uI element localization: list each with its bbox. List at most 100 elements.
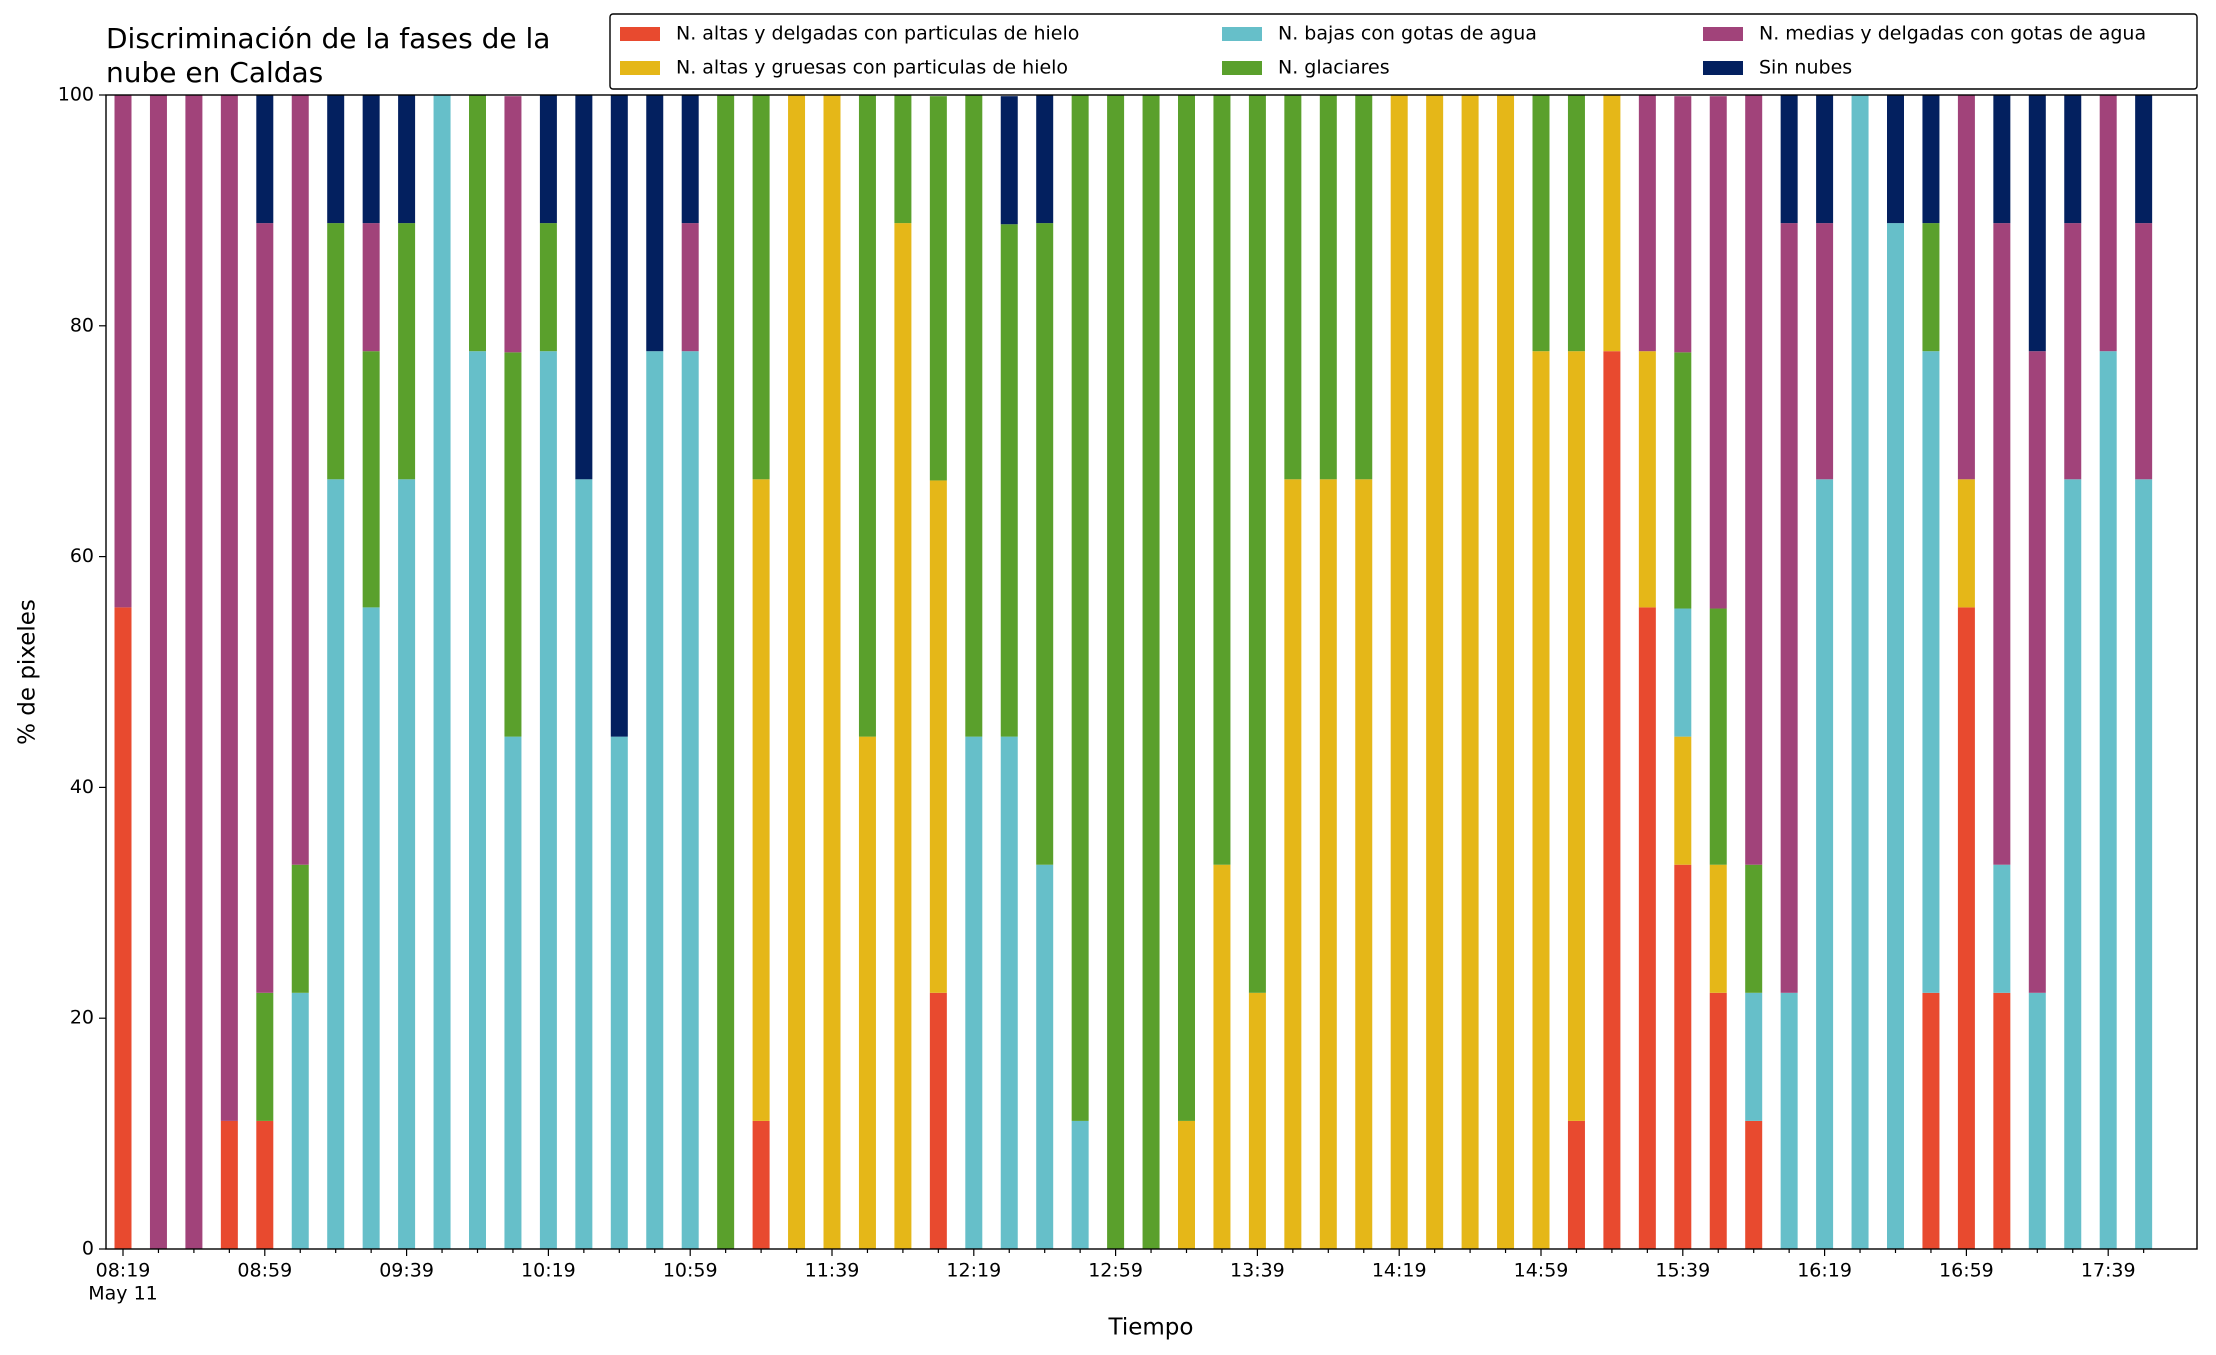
legend-swatch [1222, 61, 1262, 75]
bar-segment [1178, 1120, 1195, 1249]
bar-segment [1036, 223, 1054, 865]
bar-segment [504, 96, 522, 353]
bar-segment [362, 95, 380, 224]
y-tick-label: 40 [70, 776, 94, 798]
x-tick-label: 08:59 [237, 1260, 292, 1282]
bar-segment [398, 479, 416, 1250]
bar-segment [752, 1120, 770, 1249]
bar-segment [1284, 95, 1302, 480]
bar-segment [1780, 95, 1798, 224]
bar-segment [1709, 96, 1727, 609]
bar-segment [1957, 95, 1975, 480]
bar-segment [1674, 352, 1692, 609]
bar-segment [2135, 95, 2153, 224]
y-tick-label: 0 [82, 1238, 94, 1260]
bar-segment [1745, 864, 1763, 993]
bar-segment [1284, 479, 1302, 1250]
bar-segment [469, 351, 486, 1249]
bar-segment [362, 607, 380, 1249]
bar-segment [1922, 351, 1940, 993]
bar-segment [1603, 351, 1621, 1249]
bar-segment [610, 736, 628, 1249]
bar-segment [823, 95, 841, 1249]
legend-swatch [1703, 27, 1743, 41]
bar-segment [1355, 95, 1373, 480]
bar-segment [1000, 736, 1018, 1249]
bar-segment [929, 992, 947, 1249]
bar-segment [1957, 607, 1975, 1249]
bar-segment [1567, 1120, 1585, 1249]
x-tick-label: 12:19 [946, 1260, 1001, 1282]
bar-segment [539, 95, 557, 224]
legend-swatch [620, 61, 660, 75]
bar-segment [291, 95, 309, 865]
bar-segment [539, 351, 557, 1249]
bar-segment [2028, 351, 2046, 993]
bar-segment [858, 736, 876, 1249]
x-tick-label: 15:39 [1655, 1260, 1710, 1282]
bar-segment [1709, 608, 1727, 865]
bar-segment [1532, 95, 1550, 352]
bar-segment [1390, 95, 1408, 1249]
bar-segment [1993, 992, 2011, 1249]
x-tick-label: 10:59 [663, 1260, 718, 1282]
x-tick-label: 09:39 [379, 1260, 434, 1282]
bar-segment [1745, 1120, 1763, 1249]
bar-segment [1142, 95, 1160, 1249]
bar-segment [1993, 223, 2011, 865]
y-tick-label: 20 [70, 1007, 94, 1029]
bar-segment [1426, 95, 1444, 1249]
bar-segment [858, 95, 876, 737]
bar-segment [1709, 864, 1727, 993]
x-tick-label: 08:19 [96, 1260, 151, 1282]
bar-segment [114, 95, 132, 608]
bar-segment [610, 95, 628, 737]
bar-segment [327, 95, 345, 224]
chart-title: nube en Caldas [106, 56, 323, 89]
bar-segment [1532, 351, 1550, 1249]
x-tick-label: 16:19 [1797, 1260, 1852, 1282]
bar-segment [539, 223, 557, 352]
bar-segment [929, 480, 947, 993]
bar-segment [2099, 351, 2117, 1249]
bar-segment [1248, 95, 1266, 993]
bar-segment [1993, 864, 2011, 993]
bar-segment [1319, 479, 1337, 1250]
bar-segment [646, 95, 664, 352]
bar-segment [1213, 95, 1231, 865]
bar-segment [220, 1120, 238, 1249]
bar-segment [149, 95, 167, 1249]
bar-segment [646, 351, 664, 1249]
bar-segment [681, 351, 699, 1249]
bar-segment [894, 223, 912, 1249]
bar-segment [362, 223, 380, 352]
bar-segment [681, 95, 699, 224]
bar-segment [1780, 223, 1798, 993]
x-tick-label: 11:39 [805, 1260, 860, 1282]
bar-segment [1638, 607, 1656, 1249]
bar-segment [1000, 96, 1018, 225]
legend-label: N. glaciares [1278, 57, 1390, 79]
bar-segment [1709, 992, 1727, 1249]
bar-segment [788, 95, 806, 1249]
bar-segment [433, 95, 451, 1249]
x-tick-label: 12:59 [1088, 1260, 1143, 1282]
x-tick-label: 13:39 [1230, 1260, 1285, 1282]
y-axis-label: % de pixeles [15, 599, 41, 745]
bar-segment [681, 223, 699, 352]
legend-label: N. altas y delgadas con particulas de hi… [676, 23, 1079, 45]
bar-segment [1674, 96, 1692, 353]
bar-segment [1851, 95, 1869, 1249]
bar-segment [1674, 864, 1692, 1249]
bar-segment [1780, 992, 1798, 1249]
bar-segment [1638, 351, 1656, 608]
bar-segment [362, 351, 380, 608]
bar-segment [256, 992, 274, 1121]
x-tick-label: 14:19 [1372, 1260, 1427, 1282]
bar-segment [752, 479, 770, 1121]
bar-segment [575, 479, 593, 1250]
bar-segment [2064, 223, 2082, 480]
bar-segment [1922, 95, 1940, 224]
bar-segment [114, 607, 132, 1249]
